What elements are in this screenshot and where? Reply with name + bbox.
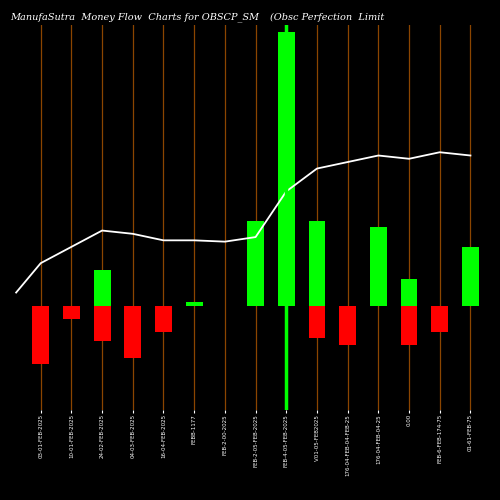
Bar	[308, 306, 326, 338]
Bar	[247, 221, 264, 306]
Bar	[462, 247, 479, 306]
Bar	[400, 280, 417, 305]
Bar	[432, 306, 448, 332]
Bar	[155, 306, 172, 332]
Bar	[278, 32, 294, 306]
Bar	[32, 306, 49, 364]
Bar	[370, 228, 387, 306]
Bar	[308, 221, 326, 306]
Bar	[94, 306, 110, 342]
Bar	[339, 306, 356, 344]
Bar	[63, 306, 80, 318]
Text: (Obsc Perfection  Limit: (Obsc Perfection Limit	[270, 12, 384, 22]
Bar	[124, 306, 141, 358]
Bar	[94, 270, 110, 306]
Text: ManufaSutra  Money Flow  Charts for OBSCP_SM: ManufaSutra Money Flow Charts for OBSCP_…	[10, 12, 259, 22]
Bar	[186, 302, 202, 306]
Bar	[400, 306, 417, 344]
